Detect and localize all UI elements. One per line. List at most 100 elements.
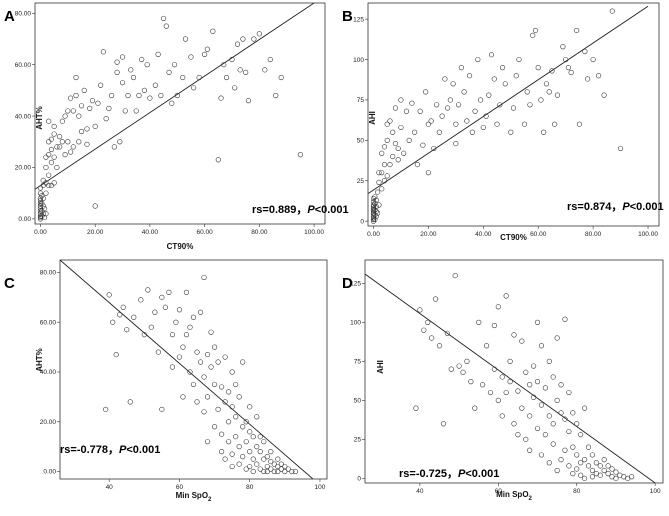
data-point: [46, 139, 52, 145]
data-point: [257, 434, 263, 440]
data-point: [601, 467, 607, 474]
data-point: [421, 327, 427, 333]
y-tick-label: 75: [357, 97, 365, 104]
data-point: [268, 449, 274, 455]
data-point: [578, 432, 584, 438]
plot-frame: [59, 259, 328, 480]
data-point: [264, 463, 270, 470]
data-point: [211, 381, 218, 388]
data-point: [40, 195, 46, 201]
data-point: [566, 389, 572, 396]
data-point: [257, 466, 263, 472]
data-point: [191, 85, 197, 91]
data-point: [187, 369, 193, 375]
data-point: [208, 364, 214, 370]
data-point: [558, 457, 564, 463]
data-point: [218, 95, 224, 101]
data-point: [251, 36, 257, 42]
data-point: [499, 413, 505, 419]
data-point: [460, 369, 466, 375]
data-point: [515, 432, 521, 438]
data-point: [417, 108, 423, 114]
data-point: [379, 150, 385, 156]
data-point: [507, 379, 513, 385]
data-point: [40, 203, 46, 209]
data-point: [538, 402, 545, 408]
data-point: [373, 204, 379, 210]
data-point: [43, 154, 49, 160]
data-point: [429, 335, 435, 341]
data-point: [106, 105, 112, 111]
data-point: [376, 170, 382, 176]
data-point: [527, 382, 533, 388]
data-point: [54, 164, 60, 171]
data-point: [222, 354, 228, 360]
data-point: [46, 172, 52, 178]
x-tick-label: 60.00: [196, 229, 213, 236]
data-point: [120, 304, 126, 310]
y-tick-label: 0: [357, 476, 361, 483]
y-tick-label: 50: [357, 138, 365, 145]
x-tick-label: 100: [650, 488, 661, 495]
data-point: [613, 475, 619, 481]
data-point: [285, 466, 291, 472]
data-point: [182, 36, 189, 42]
data-point: [534, 425, 541, 432]
data-point: [166, 289, 172, 295]
y-tick-label: 80.00: [15, 10, 32, 17]
data-point: [527, 413, 533, 419]
data-point: [480, 382, 486, 388]
x-tick-label: 40: [416, 488, 424, 495]
data-point: [574, 452, 580, 458]
data-point: [499, 65, 506, 71]
data-point: [543, 81, 550, 87]
data-point: [215, 157, 221, 163]
data-point: [282, 468, 288, 475]
data-point: [73, 92, 79, 99]
data-point: [43, 180, 49, 186]
data-point: [163, 23, 169, 29]
data-point: [480, 124, 486, 131]
data-point: [297, 152, 303, 158]
data-point: [466, 73, 473, 79]
data-point: [81, 87, 87, 93]
data-point: [453, 140, 459, 147]
data-point: [236, 394, 242, 400]
x-tick-label: 60: [176, 484, 184, 491]
data-point: [585, 76, 591, 82]
data-point: [109, 92, 115, 99]
data-point: [531, 394, 537, 400]
data-point: [593, 460, 599, 466]
data-point: [41, 214, 48, 221]
data-point: [464, 118, 470, 124]
data-point: [511, 421, 517, 427]
data-point: [370, 205, 377, 211]
data-point: [375, 210, 381, 216]
data-point: [589, 452, 596, 458]
data-point: [398, 97, 404, 103]
data-point: [452, 272, 458, 279]
data-point: [376, 179, 382, 185]
data-point: [436, 343, 443, 349]
data-point: [176, 354, 183, 360]
data-point: [100, 49, 106, 55]
y-tick-label: 125: [350, 281, 361, 288]
x-tick-label: 60: [495, 488, 503, 495]
data-point: [275, 468, 281, 475]
x-tick-label: 80.00: [585, 231, 602, 238]
data-point: [180, 74, 186, 81]
data-point: [158, 92, 164, 99]
data-point: [46, 182, 52, 189]
data-point: [289, 468, 295, 475]
data-point: [409, 100, 415, 106]
data-point: [390, 153, 396, 160]
data-point: [40, 177, 46, 183]
data-point: [229, 369, 235, 375]
data-point: [159, 294, 165, 300]
data-point: [570, 444, 576, 450]
x-tick-label: 100: [315, 484, 326, 491]
regression-line: [365, 273, 656, 483]
data-point: [527, 447, 533, 453]
data-point: [491, 366, 497, 372]
data-point: [221, 62, 227, 68]
